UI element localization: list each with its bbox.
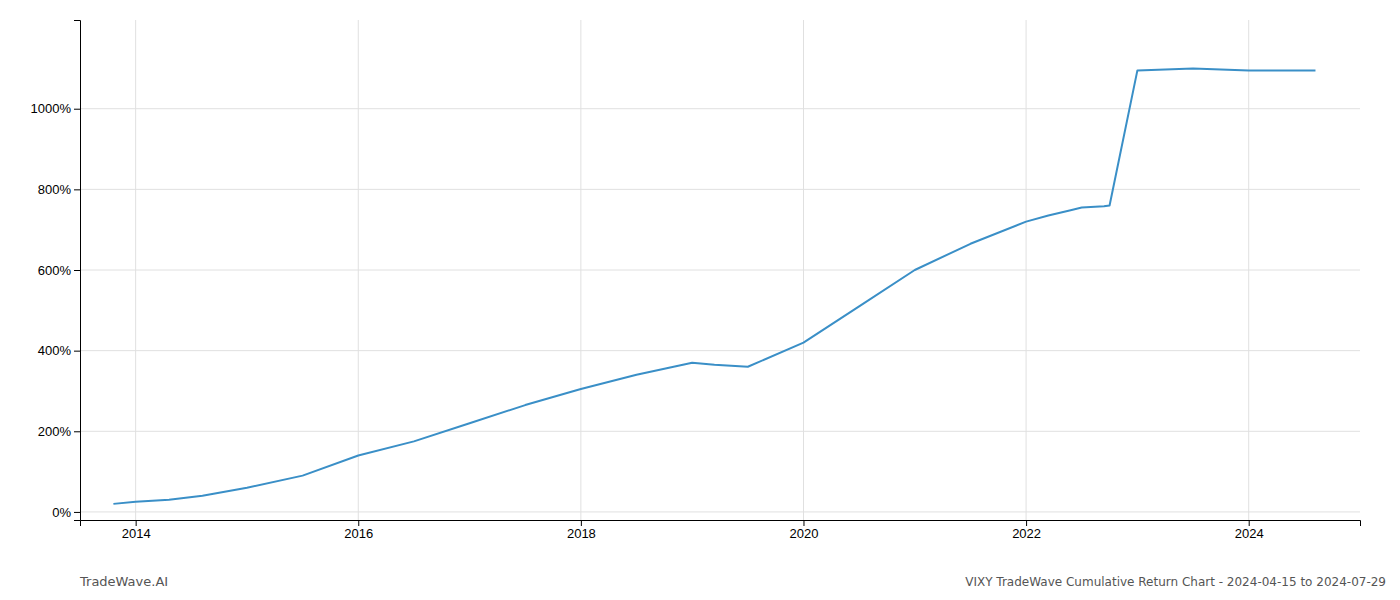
grid-line bbox=[80, 350, 1360, 351]
y-axis: 0% 200% 400% 600% 800% 1000% bbox=[31, 21, 81, 521]
y-tick-label: 800% bbox=[38, 182, 72, 197]
x-tick-mark bbox=[136, 520, 137, 526]
grid-line bbox=[80, 108, 1360, 109]
x-tick-mark bbox=[358, 520, 359, 526]
x-tick-mark bbox=[803, 520, 804, 526]
y-tick: 0% bbox=[52, 505, 80, 520]
grid-line bbox=[80, 511, 1360, 512]
y-tick: 1000% bbox=[31, 101, 80, 116]
x-tick-mark bbox=[581, 520, 582, 526]
x-axis: 2014 2016 2018 2020 2022 2024 bbox=[81, 520, 1361, 541]
plot: 2014 2016 2018 2020 2022 2024 0% 200% 400% 600% 80… bbox=[31, 20, 1361, 541]
title: VIXY TradeWave Cumulative Return Chart -… bbox=[965, 575, 1386, 589]
y-tick-mark bbox=[74, 189, 80, 190]
x-tick-label: 2024 bbox=[1235, 526, 1264, 541]
y-tick: 800% bbox=[38, 182, 80, 197]
y-tick-mark bbox=[74, 512, 80, 513]
x-tick-label: 2022 bbox=[1012, 526, 1041, 541]
grid-line bbox=[80, 189, 1360, 190]
x-tick-label: 2020 bbox=[790, 526, 819, 541]
x-tick-mark bbox=[1026, 520, 1027, 526]
y-tick-mark bbox=[74, 431, 80, 432]
x-tick-label: 2016 bbox=[344, 526, 373, 541]
y-tick: 600% bbox=[38, 263, 80, 278]
y-tick-mark bbox=[74, 109, 80, 110]
grid bbox=[80, 20, 1360, 520]
x-tick-label: 2018 bbox=[567, 526, 596, 541]
y-tick-label: 600% bbox=[38, 263, 72, 278]
marks bbox=[113, 68, 1315, 503]
y-tick: 400% bbox=[38, 343, 80, 358]
grid-line bbox=[80, 431, 1360, 432]
x-tick: 2014 bbox=[122, 520, 151, 541]
y-tick-mark bbox=[74, 351, 80, 352]
y-tick: 200% bbox=[38, 424, 80, 439]
x-tick-mark bbox=[1249, 520, 1250, 526]
y-tick-mark bbox=[74, 270, 80, 271]
chart: 2014 2016 2018 2020 2022 2024 0% 200% 400% 600% 80… bbox=[0, 0, 1400, 600]
line bbox=[113, 68, 1315, 503]
x-tick: 2020 bbox=[790, 520, 819, 541]
y-tick-label: 400% bbox=[38, 343, 72, 358]
y-tick-label: 1000% bbox=[31, 101, 72, 116]
x-tick: 2016 bbox=[344, 520, 373, 541]
grid-line bbox=[80, 270, 1360, 271]
y-tick-label: 0% bbox=[52, 505, 71, 520]
x-axis-line bbox=[81, 521, 1361, 527]
x-tick: 2024 bbox=[1235, 520, 1264, 541]
x-tick: 2022 bbox=[1012, 520, 1041, 541]
y-axis-line bbox=[74, 21, 81, 521]
watermark: TradeWave.AI bbox=[79, 574, 168, 589]
x-tick: 2018 bbox=[567, 520, 596, 541]
x-tick-label: 2014 bbox=[122, 526, 151, 541]
y-tick-label: 200% bbox=[38, 424, 72, 439]
